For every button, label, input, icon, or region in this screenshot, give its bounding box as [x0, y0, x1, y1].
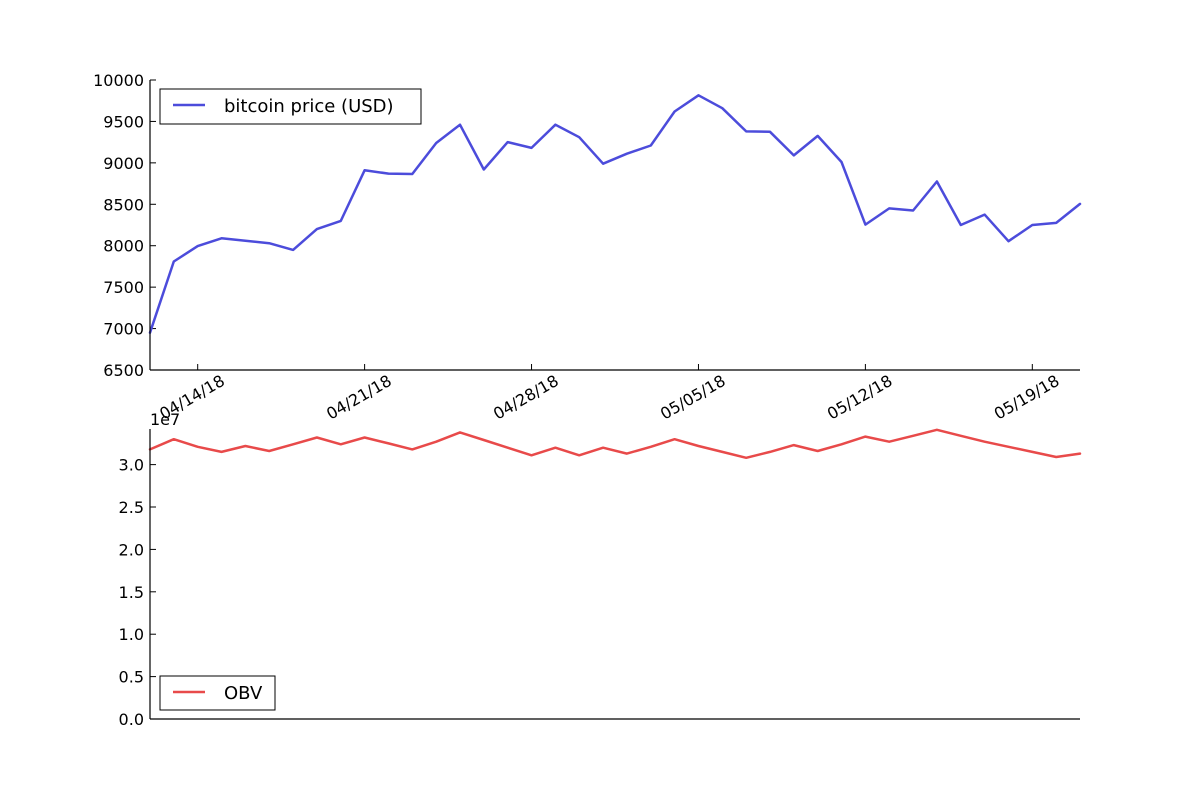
obv-offset-label: 1e7 [150, 410, 180, 429]
price-series-line [148, 94, 1082, 334]
obv-legend: OBV [159, 675, 276, 711]
obv-y-tick-label: 2.0 [119, 540, 144, 559]
price-y-tick-label: 7500 [103, 278, 144, 297]
obv-y-tick-label: 0.0 [119, 710, 144, 729]
obv-series-line [148, 428, 1082, 460]
obv-y-tick-label: 2.5 [119, 498, 144, 517]
obv-y-tick-label: 1.5 [119, 583, 144, 602]
obv-panel: 0.0 0.5 1.0 1.5 2.0 2.5 3.0 1e7 OBV [119, 410, 1082, 729]
obv-legend-label: OBV [224, 683, 263, 704]
price-legend-label: bitcoin price (USD) [224, 96, 394, 117]
price-y-tick-label: 8500 [103, 195, 144, 214]
obv-y-tick-label: 0.5 [119, 668, 144, 687]
price-y-tick-label: 7000 [103, 320, 144, 339]
obv-y-tick-label: 1.0 [119, 625, 144, 644]
price-legend: bitcoin price (USD) [159, 88, 422, 125]
obv-y-tick-label: 3.0 [119, 456, 144, 475]
price-y-tick-label: 9000 [103, 154, 144, 173]
price-y-tick-label: 6500 [103, 361, 144, 380]
price-y-tick-label: 10000 [93, 71, 144, 90]
price-y-tick-label: 8000 [103, 237, 144, 256]
price-y-tick-label: 9500 [103, 112, 144, 131]
price-legend-box [159, 88, 422, 125]
